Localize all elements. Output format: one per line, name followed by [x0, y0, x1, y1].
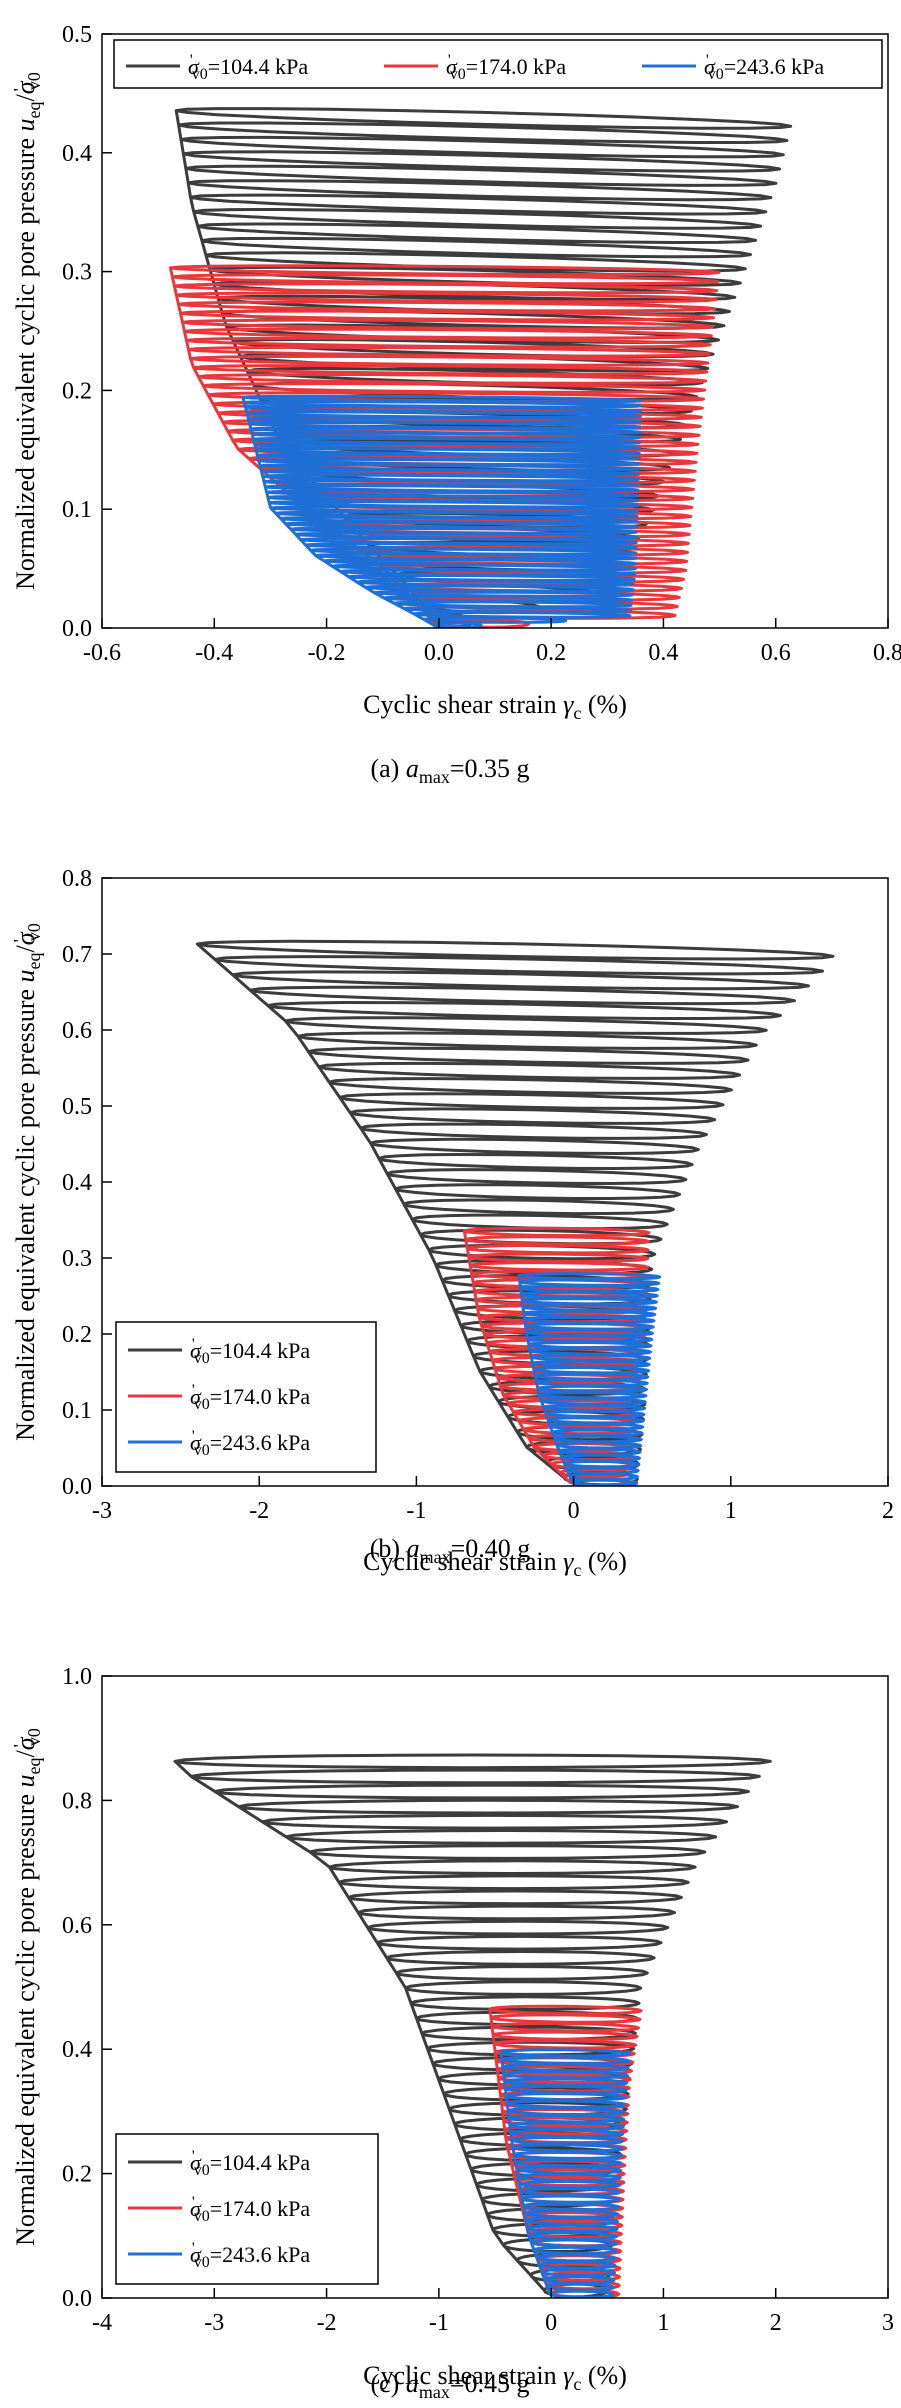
legend: σ'v0=104.4 kPa σ'v0=174.0 kPa σ'v0=243.6 k…: [113, 39, 883, 89]
x-axis-title: Cyclic shear strain γc (%): [363, 1547, 627, 1580]
chart-panel-c: -4 -3 -2 -1 0 1 2 3 0.0 0.2 0.4 0.6 0.8 1.0 Cyclic she…: [0, 1600, 901, 2408]
series-3-group: [241, 394, 643, 628]
legend-label-2: σ'v0=174.0 kPa: [446, 52, 566, 83]
series-line-2: [462, 1226, 651, 1486]
legend-label-2: σ'v0=174.0 kPa: [190, 2194, 310, 2225]
x-tick-label: -2: [317, 2310, 337, 2336]
x-tick-label: -0.6: [83, 640, 121, 666]
x-tick-label: -1: [429, 2310, 449, 2336]
y-tick-label: 0.5: [62, 1094, 92, 1120]
x-tick-label: 2: [882, 1498, 894, 1524]
plot-frame: [101, 33, 889, 629]
x-tick-label: 0.8: [873, 640, 901, 666]
x-tick-label: 0: [568, 1498, 580, 1524]
x-tick-label: 0: [545, 2310, 557, 2336]
y-axis-title: Normalized equivalent cyclic pore pressu…: [10, 72, 44, 590]
legend-box: [113, 39, 883, 89]
x-tick-label: -4: [92, 2310, 112, 2336]
x-tick-label: 1: [657, 2310, 669, 2336]
x-tick-label: 0.6: [761, 640, 791, 666]
y-tick-label: 0.1: [62, 497, 92, 523]
y-tick-label: 0.5: [62, 22, 92, 48]
series-2-group: [462, 1226, 651, 1486]
series-line-3: [517, 1272, 662, 1486]
chart-b-svg: -3 -2 -1 0 1 2 0.0 0.1 0.2 0.3 0.4 0.5 0.6 0.7 0.8 Cycl…: [10, 866, 894, 1580]
x-tick-label: -0.2: [308, 640, 346, 666]
y-axis-title: Normalized equivalent cyclic pore pressu…: [10, 923, 44, 1441]
legend: σ'v0=104.4 kPa σ'v0=174.0 kPa σ'v0=243.6 k…: [115, 2133, 379, 2285]
chart-a-svg: -0.6 -0.4 -0.2 0.0 0.2 0.4 0.6 0.8 0.0 0.1 0.2 0.3 0…: [10, 22, 901, 787]
y-tick-label: 0.8: [62, 866, 92, 892]
x-tick-label: -3: [204, 2310, 224, 2336]
series-1-group: [173, 1753, 772, 2298]
x-tick-label: 0.4: [648, 640, 678, 666]
legend-label-2: σ'v0=174.0 kPa: [190, 1382, 310, 1413]
y-tick-label: 0.2: [62, 378, 92, 404]
plot-area: [195, 939, 835, 1486]
y-axis-title: Normalized equivalent cyclic pore pressu…: [10, 1728, 44, 2246]
x-tick-label: 3: [882, 2310, 894, 2336]
series-line-3: [499, 2048, 631, 2298]
y-tick-label: 1.0: [62, 1664, 92, 1690]
x-tick-label: 2: [770, 2310, 782, 2336]
x-tick-label: -3: [92, 1498, 112, 1524]
chart-panel-b: -3 -2 -1 0 1 2 0.0 0.1 0.2 0.3 0.4 0.5 0.6 0.7 0.8 Cycl…: [0, 800, 901, 1600]
legend-label-3: σ'v0=243.6 kPa: [190, 1428, 310, 1459]
y-tick-label: 0.8: [62, 1788, 92, 1814]
y-tick-label: 0.2: [62, 1322, 92, 1348]
chart-panel-a: -0.6 -0.4 -0.2 0.0 0.2 0.4 0.6 0.8 0.0 0.1 0.2 0.3 0…: [0, 0, 901, 800]
legend-label-1: σ'v0=104.4 kPa: [190, 1336, 310, 1367]
plot-frame: [101, 1675, 889, 2299]
plot-area: [173, 1753, 772, 2298]
y-tick-label: 0.4: [62, 1170, 92, 1196]
y-tick-label: 0.6: [62, 1018, 92, 1044]
series-3-group: [517, 1272, 662, 1486]
y-tick-label: 0.1: [62, 1398, 92, 1424]
y-tick-label: 0.0: [62, 2286, 92, 2312]
y-tick-label: 0.3: [62, 260, 92, 286]
y-tick-label: 0.3: [62, 1246, 92, 1272]
x-tick-label: 0.2: [536, 640, 566, 666]
x-tick-label: 0.0: [424, 640, 454, 666]
figure-caption-a: (a) amax=0.35 g: [370, 754, 529, 787]
plot-area: [168, 107, 793, 628]
series-line-3: [241, 394, 643, 628]
series-3-group: [499, 2048, 631, 2298]
y-tick-label: 0.4: [62, 2037, 92, 2063]
figure-caption-b: (b) amax=0.40 g: [370, 1534, 531, 1567]
series-line-1: [173, 1753, 772, 2298]
y-tick-label: 0.6: [62, 1913, 92, 1939]
x-axis-title: Cyclic shear strain γc (%): [363, 2361, 627, 2394]
x-tick-label: -0.4: [195, 640, 233, 666]
chart-c-svg: -4 -3 -2 -1 0 1 2 3 0.0 0.2 0.4 0.6 0.8 1.0 Cyclic she…: [10, 1664, 894, 2402]
legend-label-3: σ'v0=243.6 kPa: [704, 52, 824, 83]
series-line-1: [195, 939, 835, 1486]
figure-caption-c: (c) amax=0.45 g: [370, 2369, 529, 2402]
legend: σ'v0=104.4 kPa σ'v0=174.0 kPa σ'v0=243.6 k…: [115, 1321, 377, 1473]
y-tick-label: 0.7: [62, 942, 92, 968]
x-tick-label: -1: [406, 1498, 426, 1524]
series-1-group: [195, 939, 835, 1486]
y-tick-label: 0.4: [62, 141, 92, 167]
legend-label-1: σ'v0=104.4 kPa: [188, 52, 308, 83]
legend-label-3: σ'v0=243.6 kPa: [190, 2240, 310, 2271]
x-tick-label: -2: [249, 1498, 269, 1524]
x-tick-label: 1: [725, 1498, 737, 1524]
legend-label-1: σ'v0=104.4 kPa: [190, 2148, 310, 2179]
y-tick-label: 0.0: [62, 616, 92, 642]
x-axis-title: Cyclic shear strain γc (%): [363, 690, 627, 723]
y-tick-label: 0.2: [62, 2162, 92, 2188]
y-tick-label: 0.0: [62, 1474, 92, 1500]
